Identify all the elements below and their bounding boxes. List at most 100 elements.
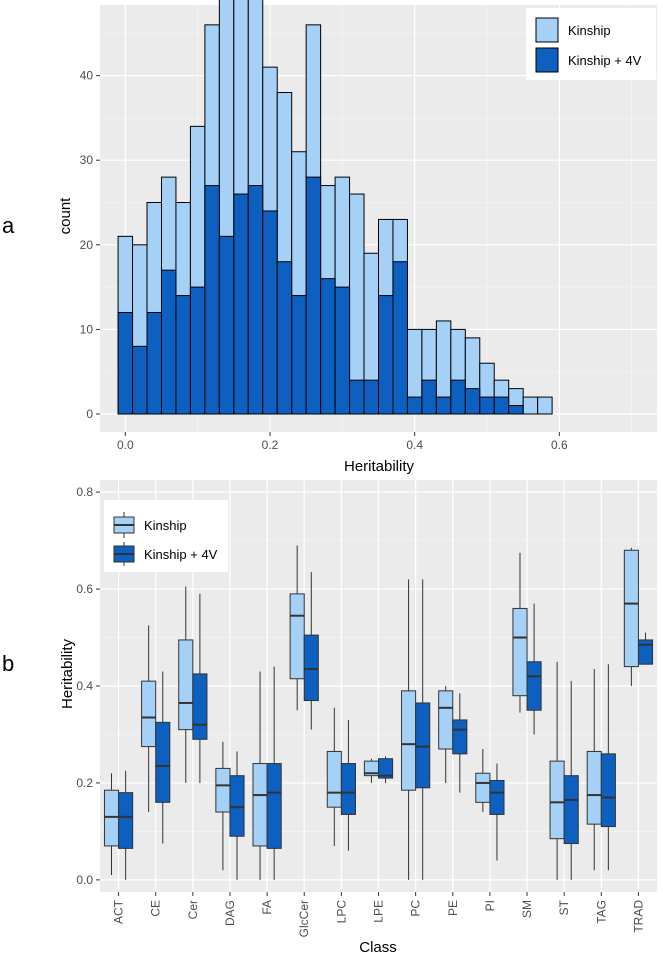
boxplot-x-tick-label: PC [409, 900, 423, 917]
box-kinship-4v-pc [415, 579, 431, 880]
panel-a-label: a [2, 213, 15, 238]
box-iqr [623, 549, 639, 668]
bar-kinship-4v-11 [276, 261, 293, 415]
boxplot-y-tick-label: 0.8 [76, 485, 93, 499]
box-kinship-4v-st [563, 681, 579, 880]
box-kinship-4v-trad [637, 632, 654, 665]
box-kinship-fa [252, 671, 268, 880]
histogram-y-axis-title: count [57, 197, 74, 235]
box-iqr [215, 767, 231, 813]
histogram-y-tick-label: 10 [80, 322, 94, 336]
box-iqr [489, 780, 505, 815]
boxplot-x-tick-label: GlcCer [297, 900, 311, 937]
boxplot-x-tick-label: LPE [372, 900, 386, 923]
bar-kinship-4v-13 [305, 176, 322, 415]
bar-kinship-4v-16 [349, 379, 365, 415]
bar-kinship-4v-24 [464, 388, 481, 415]
bar-kinship-4v-27 [508, 405, 524, 415]
boxplot-x-tick-label: TAG [594, 900, 608, 924]
bar-kinship-4v-5 [189, 286, 206, 415]
box-kinship-pc [401, 579, 417, 880]
legend-key-kinship-4v [113, 542, 135, 566]
bar-kinship-4v-2 [146, 311, 162, 415]
bar-kinship-4v-22 [435, 396, 452, 415]
legend-label-kinship-4v: Kinship + 4V [144, 547, 218, 562]
boxplot-x-tick-label: PE [446, 900, 460, 916]
bar-kinship-4v-12 [291, 295, 307, 415]
bar-kinship-4v-15 [334, 286, 351, 415]
box-kinship-trad [623, 547, 639, 686]
box-iqr [103, 789, 120, 847]
legend-label-kinship: Kinship [568, 23, 611, 38]
box-kinship-4v-sm [526, 603, 542, 735]
box-kinship-4v-tag [600, 664, 616, 871]
histogram-y-tick-label: 20 [80, 238, 94, 252]
box-iqr [452, 719, 468, 755]
bar-kinship-4v-19 [392, 261, 408, 415]
histogram-x-tick-label: 0.6 [551, 438, 568, 452]
box-iqr [326, 750, 342, 808]
box-iqr [289, 593, 305, 680]
boxplot-x-tick-label: TRAD [631, 900, 645, 933]
box-iqr [141, 680, 157, 748]
bar-kinship-4v-20 [406, 396, 423, 415]
boxplot-x-tick-label: LPC [334, 900, 348, 924]
box-iqr [266, 763, 282, 849]
boxplot-x-axis-title: Class [359, 939, 397, 956]
box-iqr [549, 760, 565, 840]
box-iqr [563, 775, 579, 845]
box-iqr [118, 792, 134, 849]
bar-kinship-4v-8 [233, 193, 249, 415]
legend-key-kinship [113, 512, 135, 538]
boxplot-x-tick-label: Cer [186, 900, 200, 919]
bar-kinship-4v-14 [320, 278, 336, 415]
boxplot-x-tick-label: ST [557, 899, 571, 915]
box-iqr [415, 702, 431, 789]
bar-kinship-4v-18 [378, 295, 394, 415]
boxplot-x-tick-label: CE [149, 900, 163, 917]
boxplot-y-tick-label: 0.4 [76, 679, 93, 693]
box-kinship-4v-pe [452, 693, 468, 793]
panel-b-label: b [2, 651, 14, 676]
box-iqr [252, 763, 268, 847]
box-kinship-4v-act [118, 770, 134, 880]
boxplot-x-tick-label: FA [260, 900, 274, 915]
histogram-x-tick-label: 0.0 [117, 438, 134, 452]
legend-key-kinship [535, 17, 559, 43]
boxplot-y-tick-label: 0.2 [76, 776, 93, 790]
bar-kinship-4v-21 [421, 379, 437, 415]
box-kinship-act [103, 773, 120, 876]
bar-kinship-4v-4 [175, 295, 191, 415]
box-iqr [526, 661, 542, 711]
box-iqr [600, 753, 616, 828]
box-iqr [303, 634, 319, 702]
boxplot-y-axis-title: Heritability [59, 638, 76, 709]
box-kinship-ce [141, 625, 157, 813]
histogram-x-tick-label: 0.4 [406, 438, 423, 452]
bar-kinship-4v-6 [204, 185, 220, 415]
bar-kinship-4v-26 [493, 396, 510, 415]
boxplot-y-tick-label: 0.0 [76, 873, 93, 887]
box-kinship-4v-dag [229, 751, 245, 880]
box-kinship-pe [438, 686, 454, 783]
histogram-panel-a: a 010203040500.00.20.40.6 count Heritabi… [2, 0, 657, 475]
boxplot-panel-b: b 0.0 0.2 0.4 0.6 0.8 ACT CE Cer DAG FA GlcCer LPC L… [2, 480, 657, 956]
boxplot-x-tick-label: ACT [112, 899, 126, 924]
box-kinship-4v-pi [489, 763, 505, 861]
box-iqr [512, 607, 528, 697]
bar-kinship-4v-23 [450, 379, 466, 415]
box-kinship-4v-fa [266, 666, 282, 880]
box-kinship-4v-glccer [303, 572, 319, 730]
bar-kinship-4v-0 [117, 311, 134, 415]
boxplot-legend: Kinship Kinship + 4V [104, 500, 228, 572]
histogram-legend: Kinship Kinship + 4V [526, 8, 656, 80]
bar-kinship-4v-10 [262, 210, 278, 415]
box-kinship-4v-ce [155, 671, 171, 844]
box-kinship-4v-cer [192, 593, 208, 783]
histogram-x-axis-title: Heritability [344, 458, 415, 475]
legend-key-kinship-4v [535, 47, 559, 73]
bar-kinship-4v-7 [218, 235, 235, 415]
legend-label-kinship-4v: Kinship + 4V [568, 53, 642, 68]
bar-kinship-29 [537, 396, 553, 415]
box-iqr [229, 775, 245, 837]
